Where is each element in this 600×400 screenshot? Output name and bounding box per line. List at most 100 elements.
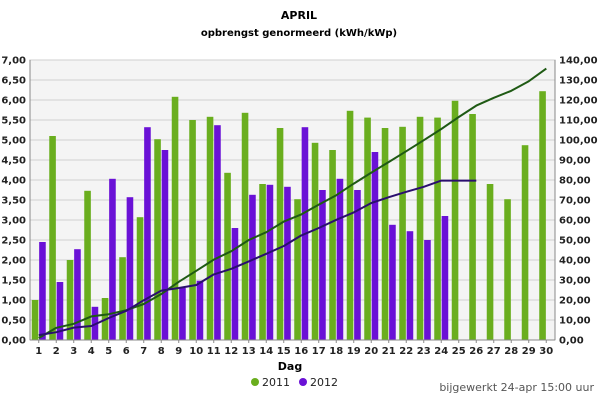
legend-label-2012: 2012	[310, 376, 338, 389]
x-tick-label: 23	[417, 346, 431, 357]
bar-2011-day-24	[434, 117, 441, 340]
x-tick-label: 24	[434, 346, 448, 357]
x-tick-label: 26	[469, 346, 483, 357]
y-tick-label: 7,00	[1, 56, 26, 67]
bar-2011-day-27	[486, 184, 494, 340]
chart-title: APRIL	[281, 9, 317, 22]
y2-tick-label: 80,00	[559, 176, 591, 187]
x-tick-label: 25	[452, 346, 466, 357]
y-tick-label: 6,00	[1, 96, 26, 107]
bar-2011-day-12	[224, 172, 231, 340]
y2-tick-label: 110,00	[559, 116, 598, 127]
bar-2011-day-20	[364, 117, 371, 340]
y2-tick-label: 100,00	[559, 136, 598, 147]
bar-2012-day-6	[126, 197, 134, 340]
y-tick-label: 3,50	[1, 196, 26, 207]
x-tick-label: 30	[539, 346, 553, 357]
x-tick-label: 4	[88, 346, 95, 357]
x-tick-label: 11	[207, 346, 221, 357]
bar-2011-day-19	[346, 110, 354, 340]
x-tick-label: 15	[277, 346, 291, 357]
x-tick-label: 28	[504, 346, 518, 357]
bar-2011-day-10	[189, 120, 196, 340]
legend-marker-2012	[299, 378, 307, 386]
bar-2011-day-29	[521, 145, 529, 340]
x-tick-label: 5	[105, 346, 112, 357]
bar-2012-day-19	[354, 190, 361, 340]
y-tick-label: 3,00	[1, 216, 26, 227]
bar-2011-day-4	[84, 190, 91, 340]
x-tick-label: 6	[123, 346, 130, 357]
bar-2011-day-26	[469, 114, 476, 340]
y2-tick-label: 70,00	[559, 196, 591, 207]
x-tick-label: 3	[70, 346, 77, 357]
bar-2012-day-20	[371, 152, 379, 340]
bar-2011-day-8	[154, 139, 161, 340]
x-tick-label: 20	[364, 346, 378, 357]
bar-2011-day-25	[451, 100, 459, 340]
bar-2012-day-11	[214, 125, 221, 340]
y-tick-label: 6,50	[1, 76, 26, 87]
bar-2012-day-7	[144, 127, 151, 340]
bar-2012-day-15	[284, 186, 291, 340]
legend-marker-2011	[251, 378, 259, 386]
y2-tick-label: 0,00	[559, 336, 584, 347]
bar-2012-day-5	[109, 178, 116, 340]
x-tick-label: 19	[347, 346, 361, 357]
bar-2011-day-13	[241, 112, 249, 340]
bar-2011-day-6	[119, 257, 126, 340]
y2-tick-label: 60,00	[559, 216, 591, 227]
x-tick-label: 29	[522, 346, 536, 357]
bar-2012-day-24	[441, 216, 449, 340]
y2-tick-label: 40,00	[559, 256, 591, 267]
x-tick-label: 16	[294, 346, 308, 357]
bar-2011-day-2	[49, 136, 56, 340]
bar-2012-day-10	[196, 280, 204, 340]
y-tick-label: 5,50	[1, 116, 26, 127]
line-cumulative-2012	[38, 179, 477, 337]
line-cumulative-2011	[38, 67, 547, 339]
bar-2011-day-7	[136, 217, 144, 340]
bar-2011-day-21	[381, 128, 389, 340]
x-tick-label: 14	[259, 346, 273, 357]
bar-2011-day-18	[329, 150, 336, 340]
bar-2011-day-15	[276, 128, 284, 340]
x-tick-label: 9	[175, 346, 182, 357]
x-tick-label: 7	[140, 346, 147, 357]
y2-tick-label: 90,00	[559, 156, 591, 167]
bar-2011-day-11	[206, 116, 214, 340]
bar-2012-day-13	[249, 194, 256, 340]
bar-2012-day-12	[231, 228, 239, 340]
x-tick-label: 18	[329, 346, 343, 357]
x-tick-label: 2	[53, 346, 60, 357]
y-tick-label: 5,00	[1, 136, 26, 147]
bar-2012-day-21	[389, 224, 396, 340]
y2-tick-label: 10,00	[559, 316, 591, 327]
bar-2011-day-3	[66, 260, 74, 340]
x-tick-label: 21	[382, 346, 396, 357]
x-tick-label: 17	[312, 346, 326, 357]
x-axis-label: Dag	[278, 360, 302, 373]
plot-area: 0,00 0,00 0,50 10,00 1,00 20,00 1,50 30,00 2,00 4…	[1, 56, 597, 358]
updated-timestamp: bijgewerkt 24-apr 15:00 uur	[439, 381, 594, 394]
bar-2012-day-23	[424, 240, 431, 340]
legend: 2011 2012	[251, 376, 338, 389]
y-tick-label: 4,00	[1, 176, 26, 187]
bar-2011-day-9	[171, 96, 179, 340]
bar-2012-day-9	[179, 288, 186, 340]
chart-subtitle: opbrengst genormeerd (kWh/kWp)	[201, 28, 397, 39]
bar-2011-day-17	[311, 142, 319, 340]
y2-tick-label: 130,00	[559, 76, 598, 87]
y2-tick-label: 140,00	[559, 56, 598, 67]
bar-2012-day-2	[56, 282, 64, 340]
bar-2011-day-16	[294, 199, 301, 340]
bar-2011-day-22	[399, 126, 406, 340]
legend-label-2011: 2011	[262, 376, 290, 389]
y-tick-label: 2,00	[1, 256, 26, 267]
x-tick-label: 10	[189, 346, 203, 357]
x-tick-label: 22	[399, 346, 413, 357]
bar-2012-day-22	[406, 231, 414, 340]
bar-2011-day-14	[259, 184, 266, 340]
x-tick-label: 13	[242, 346, 256, 357]
